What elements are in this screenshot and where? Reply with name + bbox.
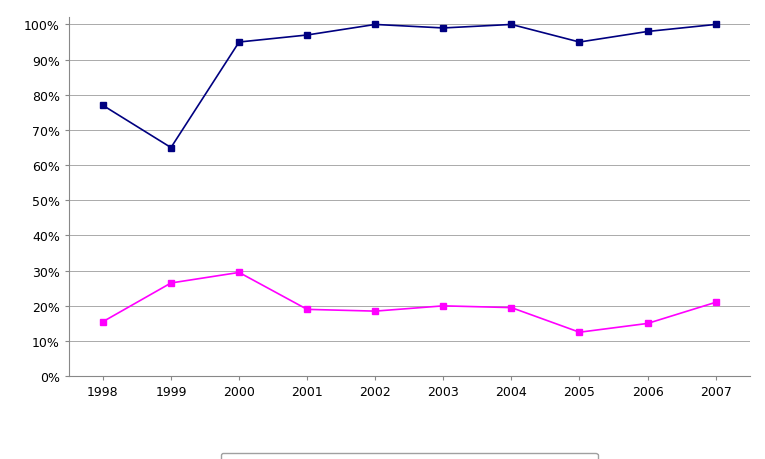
Legend: Ref. bibliográfica completa, Ref. corpo do texto: Ref. bibliográfica completa, Ref. corpo … (221, 453, 597, 459)
